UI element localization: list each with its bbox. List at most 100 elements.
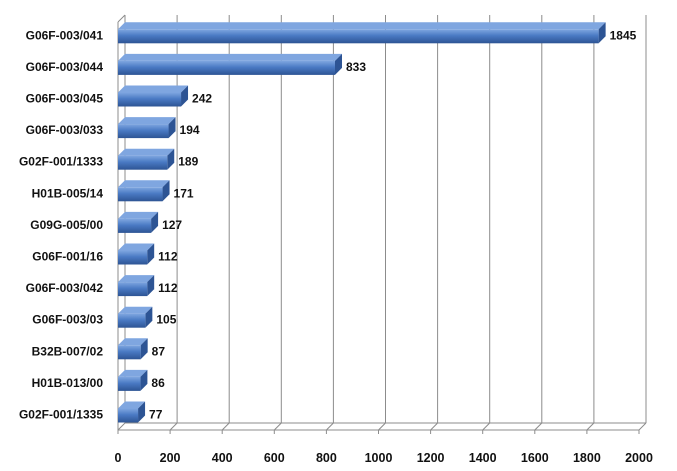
x-tick-label: 1000 xyxy=(365,451,393,465)
category-label: H01B-005/14 xyxy=(32,186,104,200)
floor-gridline xyxy=(586,422,595,431)
data-label: 77 xyxy=(149,408,163,422)
category-label: H01B-013/00 xyxy=(32,376,104,390)
category-label: G06F-003/041 xyxy=(26,28,104,42)
data-label: 189 xyxy=(178,155,198,169)
bar-end-face xyxy=(598,22,606,44)
bar-end-face xyxy=(147,243,155,265)
bar xyxy=(118,117,176,139)
data-label: 171 xyxy=(174,186,194,200)
bar-end-face xyxy=(167,148,175,170)
bar xyxy=(118,243,155,265)
data-label: 105 xyxy=(156,313,176,327)
bar-front-face xyxy=(118,60,335,75)
bar-front-face xyxy=(118,155,168,170)
bar-front-face xyxy=(118,313,146,328)
bars xyxy=(118,22,606,423)
category-label: G06F-003/03 xyxy=(32,313,103,327)
bar-front-face xyxy=(118,282,148,297)
category-label: B32B-007/02 xyxy=(32,344,104,358)
bar-top-face xyxy=(118,211,159,219)
wall-top-edge xyxy=(117,14,126,23)
bar-front-face xyxy=(118,408,139,423)
data-label: 242 xyxy=(192,92,212,106)
bar-front-face xyxy=(118,124,169,139)
bar xyxy=(118,53,342,75)
floor-gridline xyxy=(169,422,178,431)
data-label: 127 xyxy=(162,218,182,232)
bar-end-face xyxy=(162,180,170,202)
bar xyxy=(118,22,606,44)
category-label: G09G-005/00 xyxy=(30,218,103,232)
category-label: G06F-003/044 xyxy=(26,60,104,74)
bar-end-face xyxy=(168,117,176,139)
x-tick-label: 2000 xyxy=(625,451,653,465)
data-label: 112 xyxy=(158,281,178,295)
category-label: G02F-001/1333 xyxy=(19,155,103,169)
bar-top-face xyxy=(118,243,155,251)
gridlines xyxy=(117,14,647,434)
data-label: 833 xyxy=(346,60,366,74)
bar xyxy=(118,275,155,297)
x-tick-label: 1400 xyxy=(469,451,497,465)
bar-end-face xyxy=(334,53,342,75)
category-label: G06F-003/033 xyxy=(26,123,104,137)
x-tick-label: 600 xyxy=(264,451,285,465)
bar-front-face xyxy=(118,376,141,391)
category-label: G06F-003/045 xyxy=(26,92,104,106)
bar-top-face xyxy=(118,275,155,283)
bar-top-face xyxy=(118,180,170,188)
bar xyxy=(118,211,159,233)
bar-top-face xyxy=(118,401,146,409)
data-label: 194 xyxy=(180,123,200,137)
bar xyxy=(118,180,170,202)
bar-end-face xyxy=(145,306,153,328)
x-tick-label: 1600 xyxy=(521,451,549,465)
floor-gridline xyxy=(430,422,438,431)
x-tick-label: 1800 xyxy=(573,451,601,465)
x-axis-tick-labels: 0 200 400 600 800 1000 1200 1400 1600 1800 2000 xyxy=(115,451,653,465)
category-label: G06F-001/16 xyxy=(32,250,103,264)
bar xyxy=(118,369,148,391)
floor-gridline xyxy=(378,422,386,431)
bar-end-face xyxy=(140,338,148,360)
category-labels: G06F-003/041 G06F-003/044 G06F-003/045 G06F… xyxy=(19,28,103,421)
bar-end-face xyxy=(181,85,189,107)
data-label: 1845 xyxy=(610,28,637,42)
bar-top-face xyxy=(118,85,189,93)
bar-top-face xyxy=(118,117,176,125)
bar xyxy=(118,148,175,170)
x-tick-label: 0 xyxy=(115,451,122,465)
bar-front-face xyxy=(118,218,152,233)
floor-gridline xyxy=(326,422,334,431)
bar xyxy=(118,85,189,107)
floor-gridline xyxy=(221,422,230,431)
category-label: G02F-001/1335 xyxy=(19,408,103,422)
floor-gridline xyxy=(273,422,282,431)
bar-top-face xyxy=(118,369,148,377)
bar-front-face xyxy=(118,250,148,265)
data-label: 86 xyxy=(151,376,165,390)
bar-front-face xyxy=(118,187,163,202)
floor-gridline xyxy=(638,422,647,431)
bar xyxy=(118,401,146,423)
x-tick-label: 200 xyxy=(160,451,181,465)
x-tick-label: 1200 xyxy=(417,451,445,465)
bar-end-face xyxy=(138,401,146,423)
floor-gridline xyxy=(482,422,491,431)
data-label: 87 xyxy=(152,344,166,358)
bar-top-face xyxy=(118,53,342,61)
bar-top-face xyxy=(118,338,148,346)
data-label: 112 xyxy=(158,250,178,264)
data-labels: 1845 833 242 194 189 171 127 112 112 105 87 86 77 xyxy=(149,28,637,421)
bar-front-face xyxy=(118,345,141,360)
bar-end-face xyxy=(140,369,148,391)
bar-top-face xyxy=(118,148,175,156)
bar-front-face xyxy=(118,29,599,44)
category-label: G06F-003/042 xyxy=(26,281,104,295)
x-tick-label: 800 xyxy=(316,451,337,465)
x-tick-label: 400 xyxy=(212,451,233,465)
bar xyxy=(118,338,148,360)
floor-gridline xyxy=(534,422,543,431)
